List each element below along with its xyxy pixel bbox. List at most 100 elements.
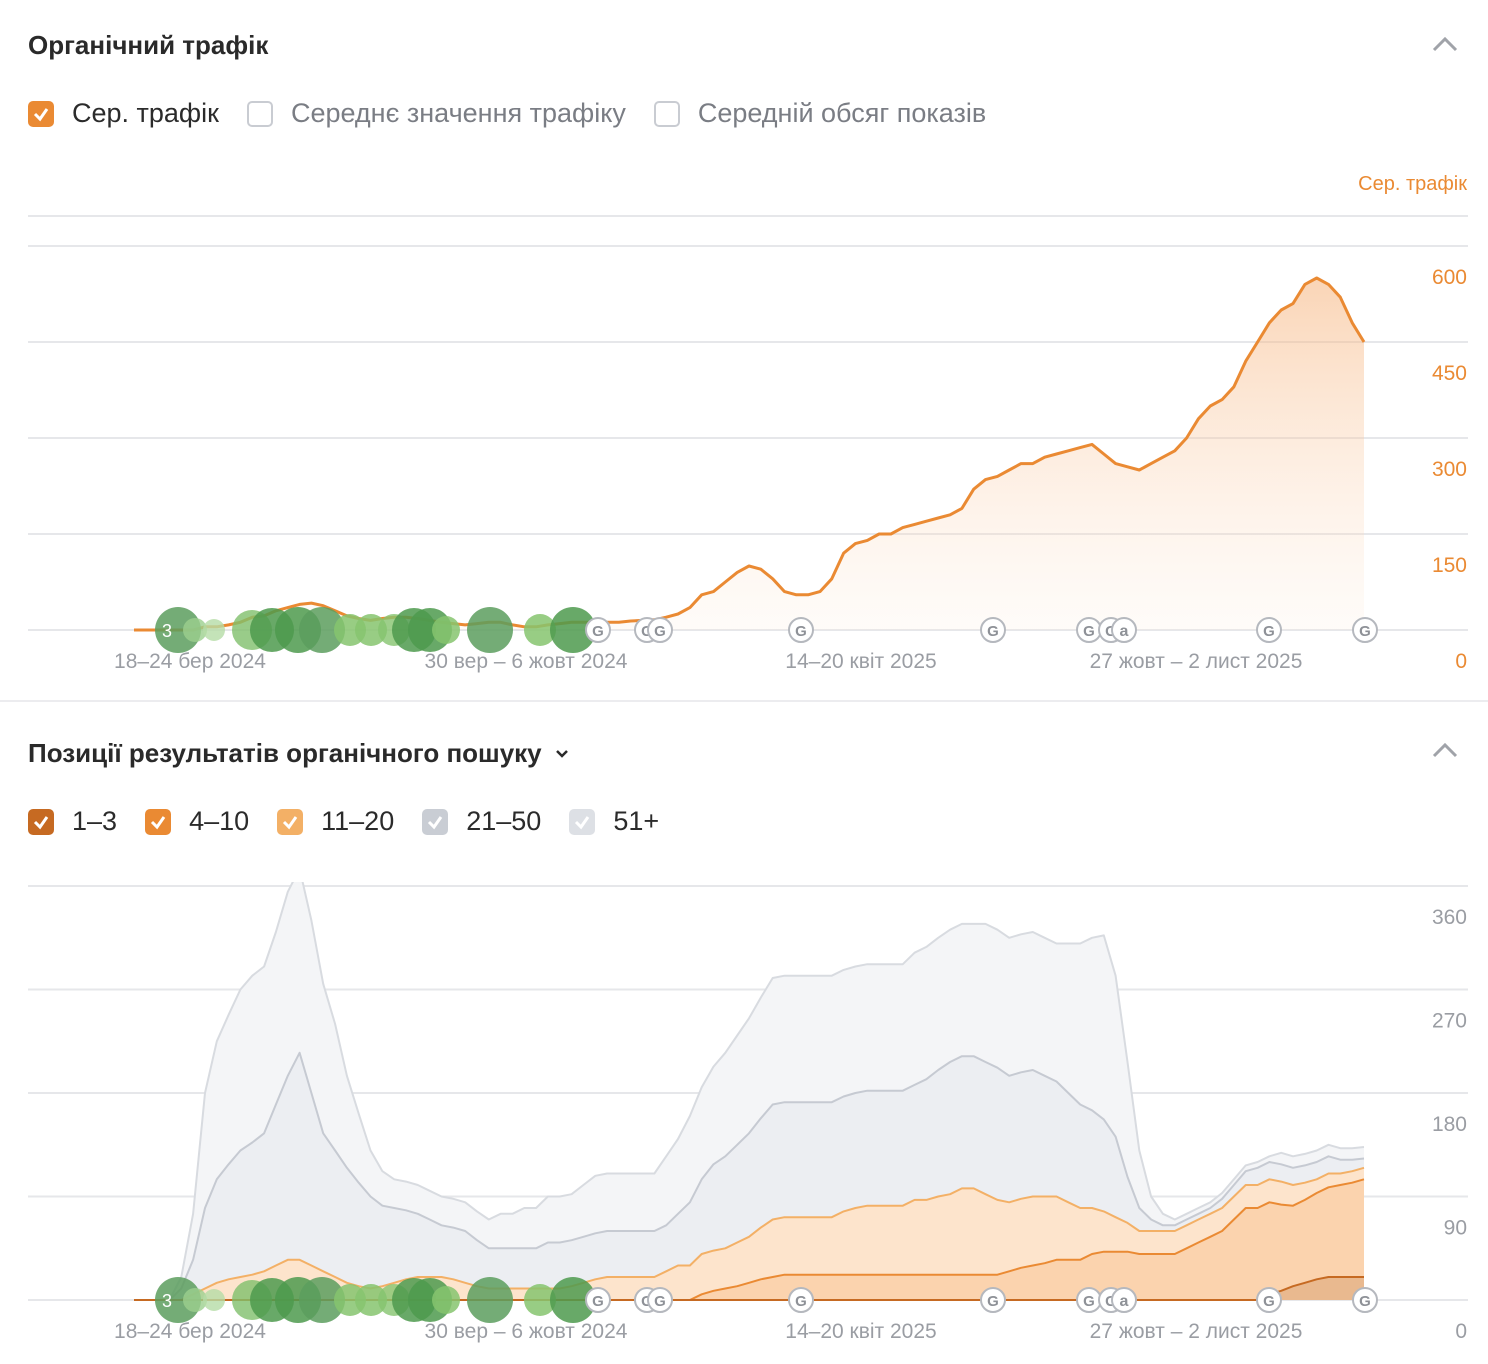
positions-event-bubble — [432, 1286, 460, 1314]
traffic-x-tick-label: 18–24 бер 2024 — [114, 650, 266, 673]
positions-section-title: Позиції результатів органічного пошуку — [28, 738, 542, 768]
legend-avg-traffic-value-checkbox[interactable] — [246, 100, 273, 127]
legend-avg-traffic-checkbox[interactable] — [28, 100, 54, 127]
positions-event-bubble — [299, 1277, 345, 1323]
traffic-y-tick-label: 150 — [1432, 554, 1467, 577]
positions-event-bubble — [467, 1277, 513, 1323]
traffic-ahrefs-update-label: a — [1120, 623, 1129, 640]
check-icon — [151, 815, 166, 829]
traffic-google-update-label: G — [1263, 623, 1275, 640]
positions-event-bubble — [203, 1289, 225, 1311]
legend-position-4-checkbox[interactable] — [569, 808, 596, 835]
positions-area-3 — [134, 1052, 1364, 1300]
traffic-x-tick-label: 27 жовт – 2 лист 2025 — [1090, 650, 1303, 673]
traffic-google-update-label: G — [592, 623, 604, 640]
chevron-up-icon — [1432, 742, 1458, 758]
collapse-traffic-button[interactable] — [1430, 30, 1460, 60]
traffic-y-tick-label: 450 — [1432, 362, 1467, 385]
legend-position-2-checkbox[interactable] — [277, 808, 304, 835]
positions-title-group[interactable]: Позиції результатів органічного пошуку — [28, 738, 572, 769]
traffic-google-update-marker — [1256, 617, 1282, 643]
chevron-down-icon[interactable] — [552, 744, 572, 764]
legend-avg-impressions-label: Середній обсяг показів — [697, 98, 987, 128]
traffic-section: Органічний трафік Сер. трафік Середнє зн… — [28, 30, 1468, 673]
traffic-google-update-label: G — [1359, 623, 1371, 640]
positions-google-update-label: G — [1105, 1293, 1117, 1310]
legend-position-3-checkbox[interactable] — [422, 808, 449, 835]
traffic-x-tick-label: 14–20 квіт 2025 — [785, 650, 936, 673]
positions-event-bubble — [524, 1284, 556, 1316]
traffic-google-update-label: G — [641, 623, 653, 640]
legend-position-1-checkbox[interactable] — [145, 808, 172, 835]
legend-position-2-label: 11–20 — [321, 806, 395, 836]
traffic-event-bubble — [467, 607, 513, 653]
traffic-y-tick-label: 0 — [1455, 650, 1467, 673]
positions-google-update-label: G — [987, 1293, 999, 1310]
positions-x-tick-label: 14–20 квіт 2025 — [785, 1320, 936, 1343]
positions-x-tick-label: 27 жовт – 2 лист 2025 — [1090, 1320, 1303, 1343]
positions-event-bubble — [183, 1288, 207, 1312]
legend-avg-traffic[interactable]: Сер. трафік — [28, 98, 219, 129]
legend-avg-impressions-checkbox[interactable] — [653, 100, 680, 127]
legend-position-2[interactable]: 11–20 — [277, 806, 394, 837]
positions-google-update-marker — [1352, 1287, 1378, 1313]
collapse-positions-button[interactable] — [1430, 736, 1460, 766]
positions-event-label: 3 — [162, 1291, 172, 1311]
positions-area-2 — [134, 1167, 1364, 1300]
positions-x-tick-label: 30 вер – 6 жовт 2024 — [425, 1320, 628, 1343]
check-icon — [575, 815, 590, 829]
positions-section: Позиції результатів органічного пошуку 1… — [0, 702, 1488, 1364]
positions-ahrefs-update-label: a — [1120, 1293, 1129, 1310]
traffic-google-update-label: G — [795, 623, 807, 640]
positions-event-bubble — [550, 1277, 596, 1323]
legend-position-1-label: 4–10 — [189, 806, 250, 836]
traffic-line — [134, 276, 1366, 632]
positions-google-update-label: G — [654, 1293, 666, 1310]
check-icon — [428, 815, 443, 829]
legend-avg-impressions[interactable]: Середній обсяг показів — [653, 98, 987, 129]
legend-position-4-label: 51+ — [613, 806, 660, 836]
legend-position-4[interactable]: 51+ — [569, 806, 659, 837]
check-icon — [33, 815, 49, 829]
traffic-ahrefs-update-marker — [1111, 617, 1137, 643]
legend-position-0[interactable]: 1–3 — [28, 806, 117, 837]
positions-y-tick-label: 180 — [1432, 1113, 1467, 1136]
positions-google-update-marker — [788, 1287, 814, 1313]
positions-google-update-label: G — [1359, 1293, 1371, 1310]
positions-y-tick-label: 90 — [1444, 1217, 1467, 1240]
traffic-x-tick-label: 30 вер – 6 жовт 2024 — [425, 650, 628, 673]
traffic-event-bubble — [432, 616, 460, 644]
positions-y-tick-label: 0 — [1455, 1320, 1467, 1343]
positions-google-update-label: G — [795, 1293, 807, 1310]
positions-line-3 — [134, 1051, 1365, 1301]
legend-avg-traffic-value-label: Середнє значення трафіку — [290, 98, 626, 128]
traffic-google-update-label: G — [987, 623, 999, 640]
traffic-event-bubble — [203, 619, 225, 641]
positions-event-bubble — [355, 1284, 387, 1316]
traffic-area — [134, 278, 1364, 630]
traffic-google-update-marker — [647, 617, 673, 643]
positions-google-update-label: G — [592, 1293, 604, 1310]
chevron-up-icon — [1432, 36, 1458, 52]
legend-position-1[interactable]: 4–10 — [145, 806, 249, 837]
positions-line-4 — [134, 882, 1365, 1301]
traffic-google-update-label: G — [1105, 623, 1117, 640]
legend-position-0-checkbox[interactable] — [28, 808, 54, 835]
traffic-y-tick-label: 600 — [1432, 266, 1467, 289]
positions-y-tick-label: 270 — [1432, 1010, 1467, 1033]
positions-google-update-label: G — [1263, 1293, 1275, 1310]
positions-google-update-marker — [585, 1287, 611, 1313]
traffic-event-bubble — [299, 607, 345, 653]
legend-position-3[interactable]: 21–50 — [422, 806, 541, 837]
traffic-section-title: Органічний трафік — [28, 30, 269, 60]
legend-avg-traffic-value[interactable]: Середнє значення трафіку — [246, 98, 626, 129]
positions-line-2 — [134, 1166, 1365, 1301]
positions-legend: 1–3 4–10 11–20 21–50 51+ — [28, 806, 687, 837]
positions-ahrefs-update-marker — [1111, 1287, 1137, 1313]
legend-position-0-label: 1–3 — [72, 806, 118, 836]
traffic-google-update-marker — [788, 617, 814, 643]
positions-area-1 — [134, 1179, 1364, 1300]
traffic-event-bubble — [550, 607, 596, 653]
traffic-event-label: 3 — [162, 621, 172, 641]
